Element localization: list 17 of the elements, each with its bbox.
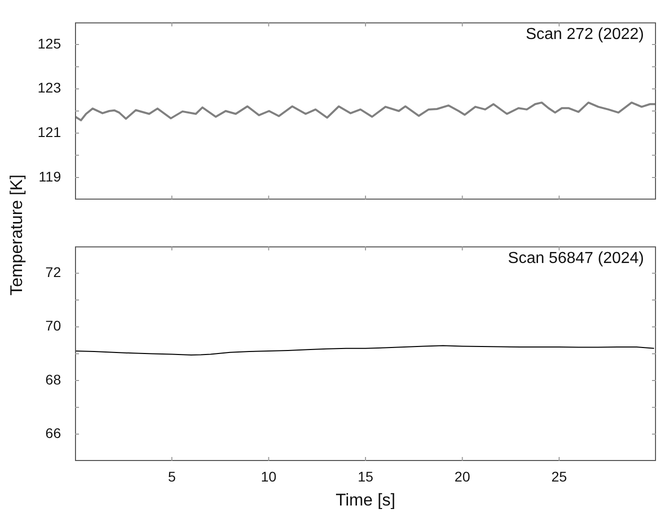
annotation: Scan 272 (2022) bbox=[526, 26, 644, 43]
y-axis-title: Temperature [K] bbox=[7, 174, 27, 298]
annotation: Scan 56847 (2024) bbox=[508, 250, 644, 267]
y-tick-label: 123 bbox=[38, 80, 62, 96]
y-tick-label: 70 bbox=[45, 318, 62, 334]
x-tick-label: 25 bbox=[551, 468, 568, 484]
y-tick-label: 125 bbox=[38, 35, 62, 52]
x-tick-label: 5 bbox=[168, 468, 176, 484]
y-tick-label: 121 bbox=[38, 124, 62, 140]
y-tick-label: 66 bbox=[45, 425, 62, 442]
x-tick-label: 20 bbox=[454, 468, 470, 484]
x-axis-title: Time [s] bbox=[336, 490, 396, 510]
y-tick-label: 119 bbox=[38, 168, 62, 184]
y-tick-label: 72 bbox=[45, 264, 62, 280]
y-tick-label: 68 bbox=[45, 371, 62, 388]
x-tick-label: 15 bbox=[358, 468, 374, 484]
x-tick-label: 10 bbox=[260, 468, 277, 484]
